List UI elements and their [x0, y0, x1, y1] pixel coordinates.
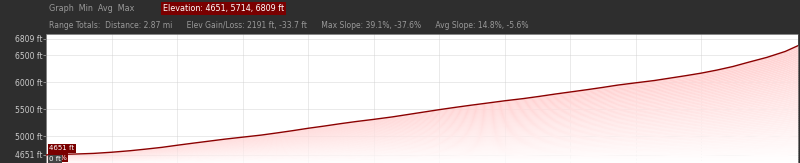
Text: Range Totals:  Distance: 2.87 mi      Elev Gain/Loss: 2191 ft, -33.7 ft      Max: Range Totals: Distance: 2.87 mi Elev Gai… [50, 21, 529, 30]
Text: Graph  Min  Avg  Max: Graph Min Avg Max [50, 4, 140, 13]
Text: 9.9%: 9.9% [49, 155, 67, 161]
Text: Elevation: 4651, 5714, 6809 ft: Elevation: 4651, 5714, 6809 ft [163, 4, 284, 13]
Text: 4651 ft: 4651 ft [49, 145, 74, 151]
Text: 0 ft: 0 ft [49, 156, 61, 163]
